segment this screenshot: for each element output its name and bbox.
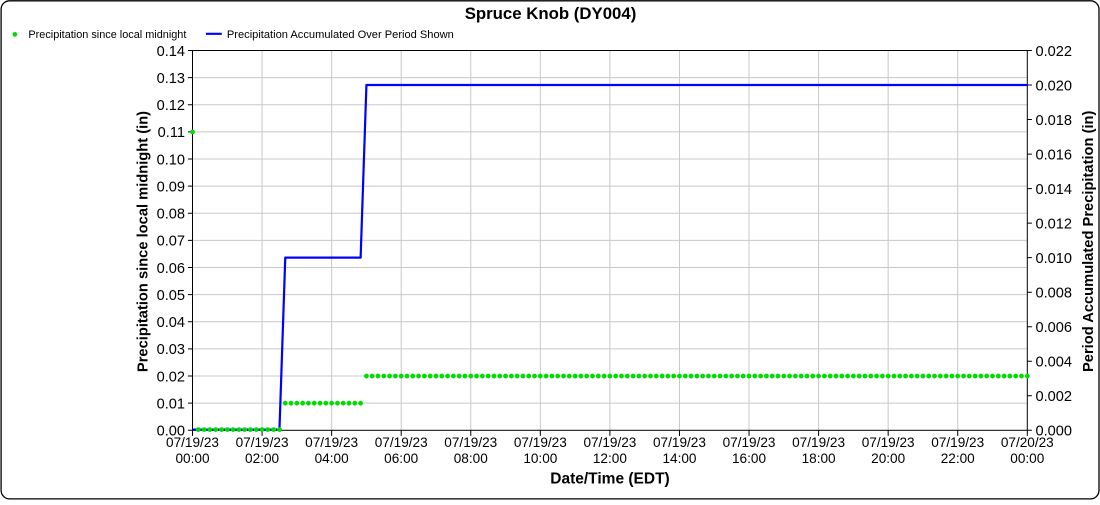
svg-text:0.11: 0.11 [158, 125, 185, 141]
svg-text:12:00: 12:00 [593, 451, 627, 466]
svg-text:0.000: 0.000 [1036, 424, 1073, 440]
svg-text:0.06: 0.06 [157, 261, 185, 277]
svg-text:0.01: 0.01 [157, 396, 185, 412]
svg-text:0.04: 0.04 [157, 315, 185, 331]
svg-text:0.008: 0.008 [1036, 285, 1073, 301]
svg-text:07/19/23: 07/19/23 [236, 435, 289, 450]
svg-text:Precipitation since local midn: Precipitation since local midnight [28, 29, 186, 41]
svg-text:0.006: 0.006 [1036, 320, 1073, 336]
svg-text:Precipitation since local midn: Precipitation since local midnight (in) [135, 111, 151, 372]
svg-text:0.016: 0.016 [1036, 147, 1073, 163]
svg-text:18:00: 18:00 [802, 451, 836, 466]
svg-text:07/19/23: 07/19/23 [514, 435, 567, 450]
svg-text:0.00: 0.00 [157, 424, 185, 440]
svg-text:0.022: 0.022 [1036, 44, 1073, 60]
svg-text:07/19/23: 07/19/23 [862, 435, 915, 450]
svg-text:0.010: 0.010 [1036, 251, 1073, 267]
svg-text:0.03: 0.03 [157, 342, 185, 358]
svg-text:22:00: 22:00 [941, 451, 975, 466]
svg-text:Date/Time (EDT): Date/Time (EDT) [550, 470, 669, 487]
svg-text:Spruce Knob (DY004): Spruce Knob (DY004) [465, 4, 637, 23]
svg-text:07/19/23: 07/19/23 [375, 435, 428, 450]
svg-text:0.018: 0.018 [1036, 113, 1073, 129]
svg-text:07/19/23: 07/19/23 [583, 435, 636, 450]
svg-text:00:00: 00:00 [1010, 451, 1044, 466]
svg-text:06:00: 06:00 [384, 451, 418, 466]
svg-text:0.10: 0.10 [157, 152, 185, 168]
svg-text:0.02: 0.02 [157, 369, 185, 385]
svg-text:0.012: 0.012 [1036, 216, 1073, 232]
svg-text:Precipitation Accumulated Over: Precipitation Accumulated Over Period Sh… [227, 29, 454, 41]
svg-text:0.05: 0.05 [157, 288, 185, 304]
svg-text:08:00: 08:00 [454, 451, 488, 466]
svg-text:07/19/23: 07/19/23 [166, 435, 219, 450]
svg-text:16:00: 16:00 [732, 451, 766, 466]
svg-text:0.12: 0.12 [157, 98, 185, 114]
svg-text:0.020: 0.020 [1036, 78, 1073, 94]
svg-text:0.002: 0.002 [1036, 389, 1073, 405]
svg-text:07/19/23: 07/19/23 [444, 435, 497, 450]
svg-text:0.07: 0.07 [157, 234, 185, 250]
svg-text:10:00: 10:00 [523, 451, 557, 466]
svg-text:0.014: 0.014 [1036, 182, 1073, 198]
svg-text:Period Accumulated Precipitati: Period Accumulated Precipitation (in) [1081, 110, 1097, 372]
svg-text:0.08: 0.08 [157, 207, 185, 223]
svg-text:07/19/23: 07/19/23 [653, 435, 706, 450]
svg-text:0.004: 0.004 [1036, 355, 1073, 371]
svg-text:07/19/23: 07/19/23 [723, 435, 776, 450]
svg-text:07/19/23: 07/19/23 [931, 435, 984, 450]
svg-text:07/20/23: 07/20/23 [1001, 435, 1054, 450]
svg-text:14:00: 14:00 [662, 451, 696, 466]
svg-text:0.09: 0.09 [157, 179, 185, 195]
svg-text:0.13: 0.13 [157, 71, 185, 87]
svg-text:07/19/23: 07/19/23 [305, 435, 358, 450]
svg-text:04:00: 04:00 [315, 451, 349, 466]
svg-text:02:00: 02:00 [245, 451, 279, 466]
svg-text:20:00: 20:00 [871, 451, 905, 466]
svg-text:0.14: 0.14 [157, 44, 185, 60]
svg-text:00:00: 00:00 [175, 451, 209, 466]
svg-text:07/19/23: 07/19/23 [792, 435, 845, 450]
